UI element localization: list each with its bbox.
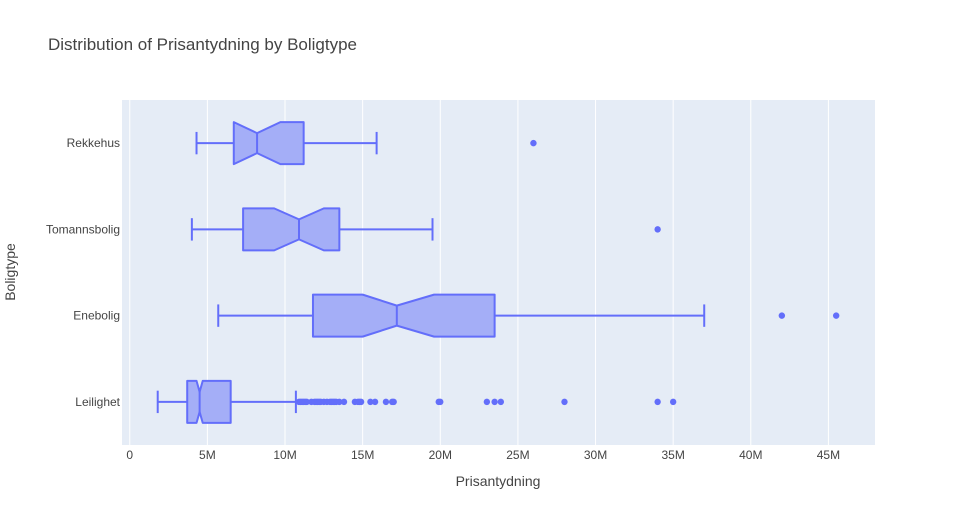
outlier-point [654, 398, 661, 406]
outlier-point [367, 398, 374, 406]
outlier-point [371, 398, 379, 406]
x-tick-label: 5M [199, 448, 216, 462]
x-tick-label: 35M [661, 448, 684, 462]
x-tick-label: 10M [273, 448, 296, 462]
outlier-point [303, 398, 310, 406]
box-rekkehus [195, 121, 537, 166]
outlier-point [778, 312, 786, 319]
y-tick-label: Leilighet [75, 395, 120, 409]
chart-title: Distribution of Prisantydning by Boligty… [48, 35, 357, 54]
outlier-point [340, 398, 348, 406]
box-tomannsbolig [190, 207, 661, 252]
outlier-point [437, 398, 444, 406]
outlier-point [832, 312, 840, 319]
outlier-point [654, 226, 661, 233]
y-axis-title: Boligtype [2, 243, 18, 301]
y-tick-labels: Rekkehus Tomannsbolig Enebolig Leilighet [46, 136, 121, 409]
box-series [156, 121, 840, 424]
outlier-point [669, 398, 677, 406]
outlier-point [382, 398, 390, 406]
box-leilighet [156, 379, 677, 424]
outlier-point [390, 398, 397, 406]
x-tick-label: 0 [126, 448, 133, 462]
x-axis-title: Prisantydning [456, 473, 541, 489]
outlier-point [336, 398, 343, 406]
x-tick-label: 40M [739, 448, 762, 462]
y-tick-label: Enebolig [73, 309, 120, 323]
outlier-point [530, 139, 537, 147]
outlier-point [483, 398, 491, 406]
outlier-point [357, 398, 365, 406]
outlier-point [561, 398, 568, 406]
x-tick-label: 45M [817, 448, 840, 462]
box-enebolig [217, 293, 840, 338]
x-tick-label: 30M [584, 448, 607, 462]
box-body [242, 207, 341, 252]
outlier-point [491, 398, 498, 406]
x-tick-labels: 0 5M 10M 15M 20M 25M 30M 35M 40M 45M [126, 448, 840, 462]
y-tick-label: Tomannsbolig [46, 222, 120, 236]
box-body [311, 293, 496, 338]
box-body [232, 121, 305, 166]
y-tick-label: Rekkehus [67, 136, 120, 150]
outlier-point [497, 398, 505, 406]
x-tick-label: 20M [429, 448, 452, 462]
x-tick-label: 25M [506, 448, 529, 462]
box-body [186, 379, 232, 424]
x-tick-label: 15M [351, 448, 374, 462]
